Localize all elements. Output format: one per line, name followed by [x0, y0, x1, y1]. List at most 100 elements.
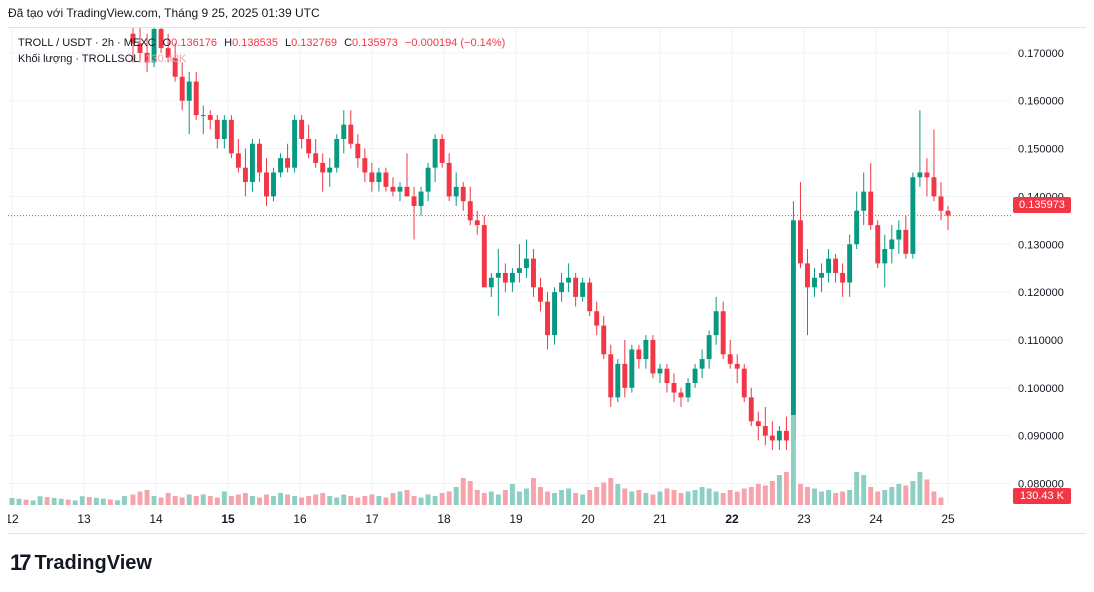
candle-body [200, 115, 206, 117]
legend-volume-row: Khối lượng · TROLLSOL 130.43K [18, 51, 505, 67]
candle-body [285, 158, 291, 168]
symbol-label[interactable]: TROLL / USDT · 2h · MEXC [18, 37, 156, 49]
candle-body [910, 177, 916, 254]
candle-body [523, 258, 529, 269]
volume-bar [235, 494, 241, 505]
volume-bar [516, 491, 522, 505]
volume-bar [889, 487, 895, 505]
volume-bar [692, 490, 698, 505]
candle-body [629, 349, 635, 388]
volume-bar [72, 500, 78, 505]
candle-body [545, 301, 550, 336]
volume-bar [107, 499, 113, 505]
candle-body [397, 186, 403, 192]
volume-bar [130, 494, 136, 505]
chart-area[interactable]: 0.1700000.1600000.1500000.1400000.130000… [8, 27, 1086, 534]
candle-body [826, 258, 832, 273]
candle-body [214, 119, 220, 139]
volume-bar [594, 487, 600, 505]
volume-bar [615, 484, 621, 505]
x-tick-label: 13 [77, 512, 91, 526]
candle-body [678, 392, 684, 398]
close-value: 0.135973 [352, 37, 398, 49]
candle-body [671, 382, 677, 393]
volume-value: 130.43K [145, 53, 187, 65]
volume-bar [559, 490, 565, 505]
volume-bar [797, 484, 803, 505]
candle-body [854, 210, 860, 245]
volume-bar [622, 488, 628, 505]
candle-body [938, 196, 944, 211]
volume-bar [467, 481, 473, 505]
volume-bar [776, 475, 782, 505]
candle-body [411, 196, 417, 206]
volume-bar [531, 478, 536, 505]
candle-body [805, 263, 810, 288]
volume-label[interactable]: Khối lượng · TROLLSOL [18, 53, 140, 65]
tradingview-logo[interactable]: 17 TradingView [10, 550, 152, 576]
volume-bar [840, 491, 846, 505]
candle-body [580, 282, 586, 297]
volume-bar [783, 472, 789, 505]
volume-bar [228, 496, 234, 505]
candle-body [516, 268, 522, 273]
candle-body [622, 363, 628, 388]
candle-body [495, 272, 501, 278]
volume-bar [179, 497, 185, 505]
volume-bar [58, 498, 64, 505]
volume-bar [327, 496, 333, 505]
x-tick-label: 21 [653, 512, 667, 526]
volume-bar [573, 493, 579, 505]
volume-bar [523, 488, 529, 505]
candle-body [559, 282, 565, 293]
volume-bar [741, 488, 747, 505]
volume-tag: 130.43 K [1013, 488, 1071, 504]
volume-bar [931, 491, 937, 505]
candle-body [355, 143, 361, 159]
x-tick-label: 19 [509, 512, 523, 526]
y-tick-label: 0.090000 [1018, 431, 1064, 443]
volume-bar [193, 496, 199, 505]
volume-bar [601, 482, 607, 505]
volume-bar [242, 493, 248, 505]
volume-bar [299, 497, 305, 505]
candle-body [833, 258, 839, 273]
candle-body [158, 28, 164, 49]
candle-body [685, 382, 691, 398]
logo-name: TradingView [34, 551, 152, 574]
candle-body [362, 158, 368, 173]
open-value: 0.136176 [171, 37, 218, 49]
volume-bar [657, 491, 663, 505]
candle-body [242, 167, 248, 183]
volume-bar [425, 494, 431, 505]
high-label: H [224, 37, 233, 49]
candle-body [404, 186, 410, 197]
volume-bar [734, 491, 740, 505]
volume-bar [460, 478, 466, 505]
volume-bar [924, 479, 930, 505]
volume-bar [249, 496, 255, 505]
candle-body [706, 335, 712, 360]
candle-body [221, 119, 227, 139]
candle-body [727, 354, 733, 364]
volume-bar [566, 488, 572, 505]
volume-bar [313, 494, 319, 505]
candle-body [264, 172, 269, 197]
candle-body [776, 430, 782, 441]
candle-body [868, 191, 874, 226]
candle-body [783, 430, 789, 441]
candle-body [734, 363, 740, 369]
candlestick-chart[interactable]: 0.1700000.1600000.1500000.1400000.130000… [8, 28, 1086, 533]
volume-bar [306, 496, 312, 505]
candle-body [713, 311, 719, 336]
candle-body [748, 397, 754, 422]
x-tick-label: 25 [941, 512, 955, 526]
volume-bar [868, 487, 874, 505]
low-label: L [285, 37, 292, 49]
candle-body [699, 359, 705, 369]
candle-body [320, 162, 326, 173]
attribution-header: Đã tạo với TradingView.com, Tháng 9 25, … [8, 6, 320, 20]
candle-body [945, 210, 951, 216]
volume-bar [861, 475, 867, 505]
candle-body [446, 162, 452, 197]
